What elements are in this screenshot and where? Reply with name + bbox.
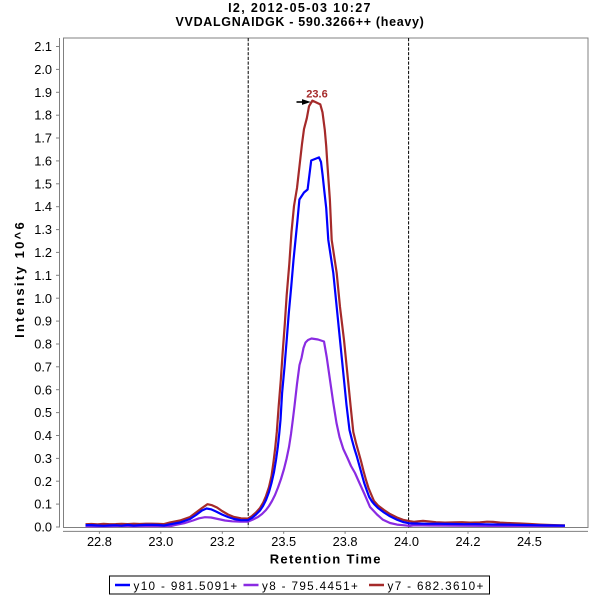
svg-text:22.8: 22.8 xyxy=(87,534,112,549)
svg-text:0.2: 0.2 xyxy=(34,474,52,489)
svg-text:1.9: 1.9 xyxy=(34,85,52,100)
svg-text:0.4: 0.4 xyxy=(34,428,52,443)
svg-text:y10 - 981.5091+: y10 - 981.5091+ xyxy=(134,580,239,593)
svg-text:y7 - 682.3610+: y7 - 682.3610+ xyxy=(388,580,485,593)
svg-text:23.0: 23.0 xyxy=(148,534,173,549)
svg-text:0.6: 0.6 xyxy=(34,382,52,397)
svg-text:1.1: 1.1 xyxy=(34,268,52,283)
svg-text:1.5: 1.5 xyxy=(34,176,52,191)
svg-text:VVDALGNAIDGK - 590.3266++ (hea: VVDALGNAIDGK - 590.3266++ (heavy) xyxy=(176,15,425,29)
svg-text:0.0: 0.0 xyxy=(34,520,52,535)
svg-text:1.2: 1.2 xyxy=(34,245,52,260)
svg-text:23.5: 23.5 xyxy=(271,534,296,549)
svg-text:1.4: 1.4 xyxy=(34,199,52,214)
svg-text:23.2: 23.2 xyxy=(210,534,235,549)
svg-text:1.6: 1.6 xyxy=(34,154,52,169)
svg-text:1.3: 1.3 xyxy=(34,222,52,237)
svg-text:0.1: 0.1 xyxy=(34,497,52,512)
svg-text:0.3: 0.3 xyxy=(34,451,52,466)
svg-text:23.6: 23.6 xyxy=(306,89,327,101)
svg-text:0.5: 0.5 xyxy=(34,405,52,420)
svg-text:0.8: 0.8 xyxy=(34,337,52,352)
svg-text:0.7: 0.7 xyxy=(34,359,52,374)
svg-text:1.8: 1.8 xyxy=(34,108,52,123)
svg-text:I2, 2012-05-03 10:27: I2, 2012-05-03 10:27 xyxy=(228,1,372,15)
svg-text:Intensity 10^6: Intensity 10^6 xyxy=(12,220,27,338)
svg-text:0.9: 0.9 xyxy=(34,314,52,329)
svg-text:y8 - 795.4451+: y8 - 795.4451+ xyxy=(262,580,359,593)
svg-text:24.0: 24.0 xyxy=(394,534,419,549)
svg-text:Retention Time: Retention Time xyxy=(270,552,382,567)
svg-text:1.0: 1.0 xyxy=(34,291,52,306)
svg-text:23.8: 23.8 xyxy=(333,534,358,549)
svg-text:24.2: 24.2 xyxy=(456,534,481,549)
svg-text:24.5: 24.5 xyxy=(517,534,542,549)
svg-text:2.0: 2.0 xyxy=(34,62,52,77)
svg-text:1.7: 1.7 xyxy=(34,131,52,146)
svg-text:2.1: 2.1 xyxy=(34,39,52,54)
